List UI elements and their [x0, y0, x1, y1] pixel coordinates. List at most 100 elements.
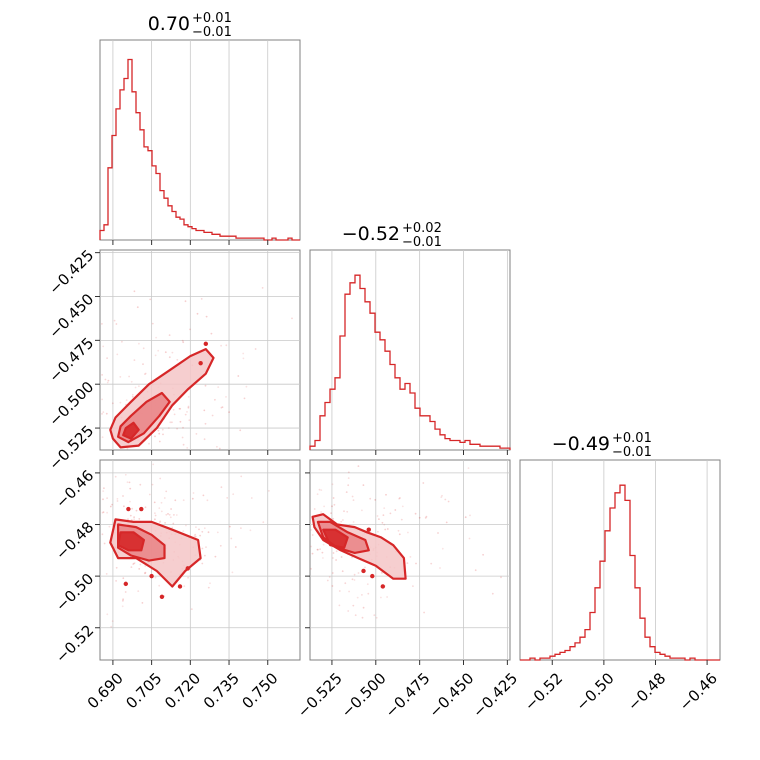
sample-point — [237, 375, 240, 377]
sample-point — [137, 590, 140, 592]
sample-point — [178, 407, 181, 410]
sample-point — [354, 614, 357, 617]
sample-point — [332, 557, 334, 559]
sample-point — [152, 463, 155, 466]
sample-point — [182, 443, 185, 446]
sample-point — [195, 526, 197, 528]
sample-point — [412, 585, 414, 587]
sample-point — [187, 405, 190, 408]
sample-point — [110, 625, 113, 628]
x-tick-label: −0.425 — [469, 669, 521, 721]
sample-point — [157, 429, 160, 432]
sample-point — [158, 507, 161, 509]
sample-point — [111, 402, 114, 405]
sample-point — [340, 520, 343, 523]
grid — [551, 460, 708, 660]
panel-frame — [309, 459, 511, 661]
sample-point — [142, 363, 144, 365]
sample-point — [381, 571, 383, 574]
title-plus: +0.01 — [612, 431, 652, 446]
sample-point — [205, 546, 207, 548]
sample-point — [220, 344, 223, 347]
sample-point — [102, 490, 105, 492]
title-plus: +0.02 — [402, 221, 442, 236]
sample-point — [214, 398, 216, 401]
sample-point — [500, 576, 502, 579]
sample-point — [445, 521, 448, 524]
sample-point — [102, 498, 104, 501]
sample-point — [189, 328, 191, 331]
histogram-series — [309, 274, 511, 450]
sample-point — [437, 532, 439, 534]
sample-point — [375, 616, 378, 619]
sample-point — [328, 576, 331, 578]
outlier-point — [361, 568, 366, 574]
grid — [331, 250, 508, 450]
sample-point — [173, 514, 175, 516]
sample-point — [313, 508, 316, 510]
sample-point — [174, 499, 177, 502]
sample-point — [170, 508, 173, 510]
sample-point — [158, 584, 161, 587]
sample-point — [211, 414, 214, 417]
sample-point — [192, 492, 195, 494]
sample-point — [361, 509, 363, 512]
sample-point — [158, 432, 161, 435]
sample-point — [201, 547, 204, 550]
sample-point — [239, 429, 242, 432]
sample-point — [142, 347, 145, 350]
sample-point — [331, 505, 333, 508]
sample-point — [101, 398, 103, 401]
sample-point — [191, 497, 194, 500]
x-tick-label: 0.705 — [122, 669, 165, 712]
sample-point — [240, 527, 242, 529]
sample-point — [101, 374, 103, 376]
sample-point — [254, 348, 257, 350]
y-axis-labels-2: −0.525−0.500−0.475−0.450−0.425 — [45, 246, 97, 473]
sample-point — [447, 500, 450, 503]
sample-point — [341, 570, 344, 573]
sample-point — [169, 516, 172, 519]
sample-point — [262, 521, 265, 524]
sample-point — [353, 573, 356, 576]
contour-line-3 — [322, 528, 349, 549]
sample-point — [185, 524, 187, 527]
sample-point — [332, 497, 335, 499]
sample-point — [103, 487, 105, 490]
sample-point — [217, 386, 220, 388]
sample-point — [386, 528, 389, 530]
sample-point — [367, 592, 370, 595]
sample-point — [133, 518, 136, 521]
sample-point — [353, 579, 356, 581]
sample-point — [331, 585, 334, 587]
sample-point — [131, 395, 134, 398]
sample-point — [377, 530, 379, 533]
sample-point — [468, 537, 471, 540]
sample-point — [422, 482, 425, 484]
sample-point — [201, 530, 204, 533]
sample-point — [168, 513, 171, 516]
sample-point — [181, 339, 184, 342]
sample-point — [129, 487, 132, 490]
sample-point — [144, 572, 146, 575]
sample-point — [161, 428, 164, 431]
sample-point — [440, 496, 443, 499]
title-plus: +0.01 — [192, 11, 232, 26]
outlier-point — [126, 506, 131, 512]
sample-point — [226, 497, 229, 499]
sample-point — [332, 552, 335, 554]
sample-point — [154, 354, 157, 357]
sample-point — [101, 413, 103, 415]
sample-point — [187, 406, 190, 409]
sample-point — [242, 357, 245, 360]
sample-point — [362, 484, 365, 486]
sample-point — [364, 566, 366, 569]
sample-point — [182, 341, 185, 344]
sample-point — [101, 323, 103, 325]
sample-point — [182, 530, 185, 533]
sample-point — [144, 565, 147, 567]
sample-point — [116, 498, 119, 500]
sample-point — [225, 396, 227, 398]
sample-point — [144, 571, 147, 574]
sample-point — [220, 406, 223, 409]
